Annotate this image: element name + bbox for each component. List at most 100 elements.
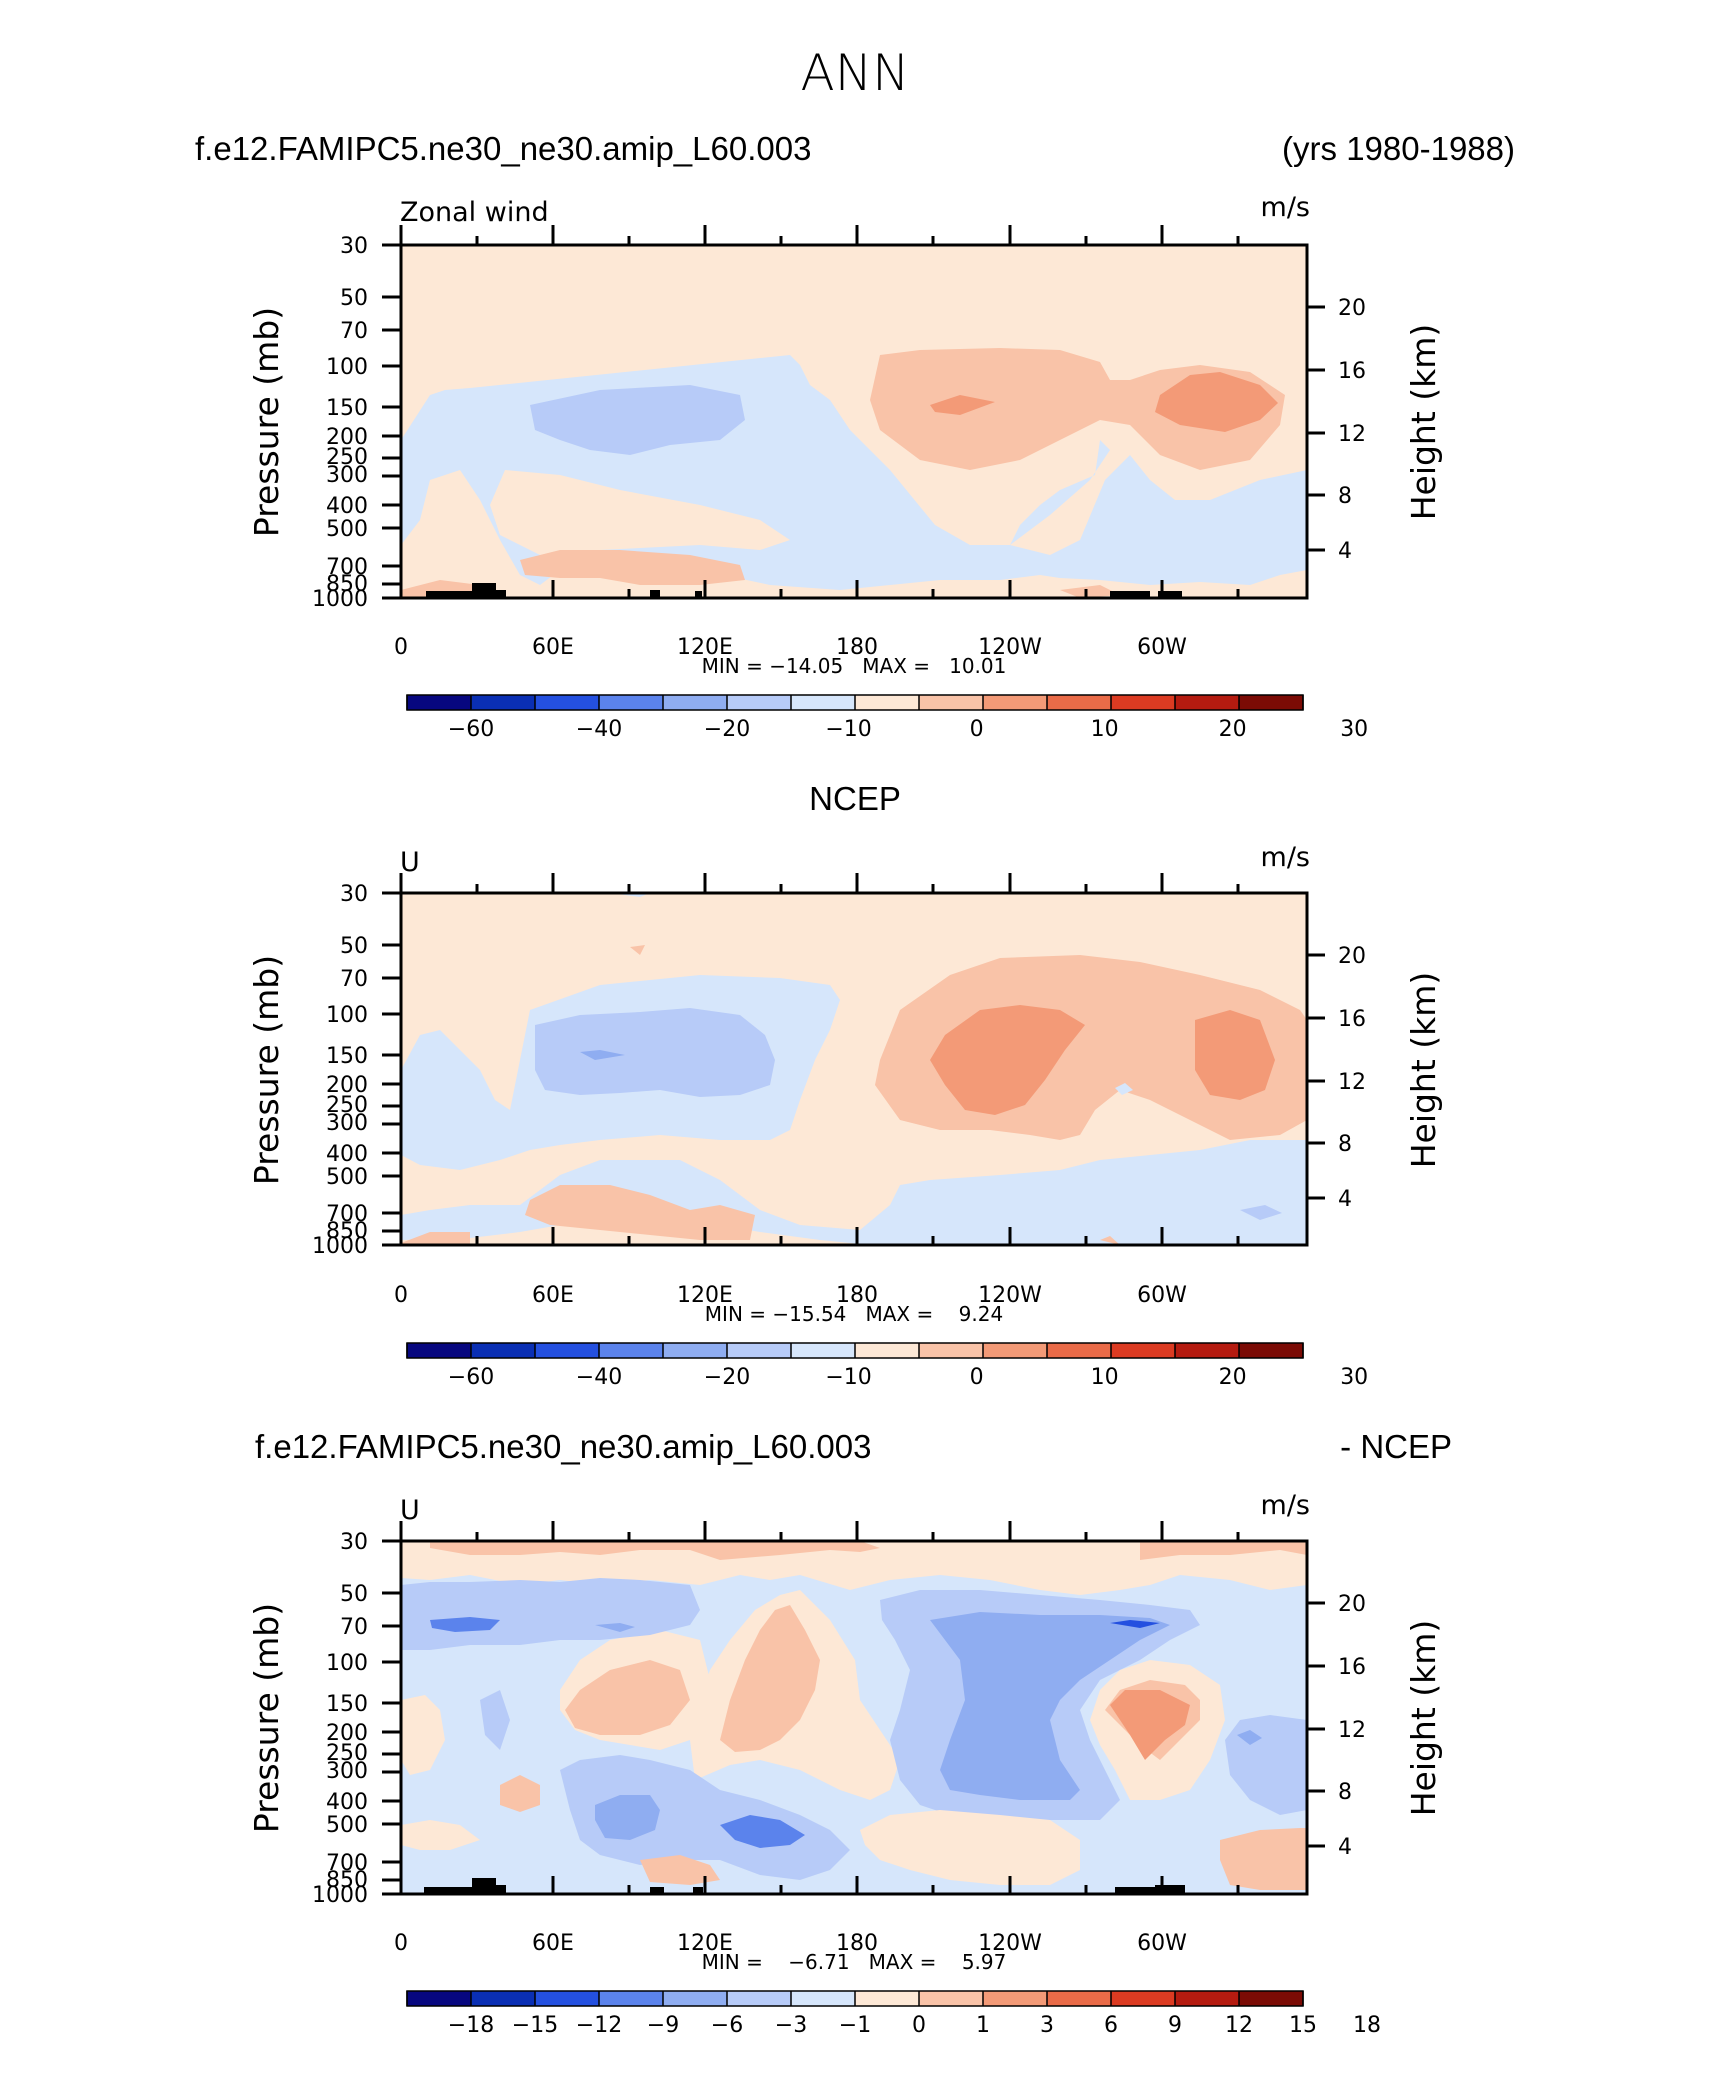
panel-1-years: (yrs 1980-1988)	[1282, 130, 1515, 167]
panel-1-units: m/s	[1261, 192, 1310, 223]
colorbar-swatch	[791, 1991, 856, 2006]
panel-2-colorbar: −60 −40 −20 −10 0 10 20 30	[406, 1342, 1368, 1390]
colorbar-swatch	[407, 695, 472, 710]
panel-2-pressure-labels: 30 50 70 100 150 200 250 300 400 500 700…	[312, 882, 368, 1259]
colorbar-swatch	[471, 1991, 536, 2006]
panel-2-x-ticks	[399, 873, 1240, 1245]
panel-2-east-blob	[1240, 1205, 1282, 1220]
panel-1-x-ticks	[399, 225, 1240, 598]
panel-3-y-ticks	[382, 1539, 1325, 1896]
panel-3-x-ticks	[399, 1521, 1240, 1894]
p1-p-70: 70	[340, 319, 368, 344]
panel-1-stats: MIN = −14.05 MAX = 10.01	[702, 654, 1007, 678]
p3-h-12: 12	[1338, 1718, 1366, 1743]
p1-lon-60e: 60E	[532, 635, 574, 660]
p2-p-50: 50	[340, 934, 368, 959]
p3-p-700: 700	[326, 1851, 368, 1876]
colorbar-frame	[406, 1990, 1304, 2007]
p3-lon-120e: 120E	[677, 1931, 733, 1956]
colorbar-swatch	[791, 695, 856, 710]
colorbar-label: −60	[448, 1365, 494, 1390]
colorbar-swatch	[1111, 695, 1176, 710]
p1-lon-180: 180	[836, 635, 878, 660]
p3-p-50: 50	[340, 1582, 368, 1607]
panel-1-lon-labels: 0 60E 120E 180 120W 60W	[394, 635, 1187, 660]
p2-p-850: 850	[326, 1219, 368, 1244]
colorbar-label: 6	[1104, 2013, 1118, 2038]
colorbar-swatch	[919, 695, 984, 710]
p3-lon-0: 0	[394, 1931, 408, 1956]
p1-p-300: 300	[326, 463, 368, 488]
p1-lon-120w: 120W	[978, 635, 1042, 660]
colorbar-swatch	[407, 1343, 472, 1358]
colorbar-swatch	[727, 695, 792, 710]
colorbar-frame	[406, 1342, 1304, 1359]
panel-1-axes	[399, 243, 1309, 600]
p3-p-70: 70	[340, 1615, 368, 1640]
p3-h-20: 20	[1338, 1592, 1366, 1617]
colorbar-swatch	[983, 695, 1048, 710]
panel-3-left-west-blob-2	[401, 1695, 445, 1775]
colorbar-swatch	[727, 1991, 792, 2006]
figure-title: ANN	[800, 44, 909, 102]
colorbar-swatch	[791, 1343, 856, 1358]
panel-2-case-title: NCEP	[809, 780, 901, 817]
panel-2-surface-right	[1100, 1236, 1120, 1245]
panel-2-westerly-core-1	[930, 1005, 1085, 1115]
panel-3-ylabel-right: Height (km)	[1404, 1620, 1443, 1817]
panel-3-bottom-east-west	[1220, 1828, 1307, 1890]
panel-3-contour-field	[401, 1541, 1307, 1894]
p3-p-200: 200	[326, 1721, 368, 1746]
p1-p-100: 100	[326, 355, 368, 380]
colorbar-swatch	[535, 1343, 600, 1358]
p3-p-1000: 1000	[312, 1883, 368, 1908]
panel-3-lon-labels: 0 60E 120E 180 120W 60W	[394, 1931, 1187, 1956]
colorbar-swatch	[1239, 1343, 1304, 1358]
p2-lon-0: 0	[394, 1283, 408, 1308]
panel-1-var-label: Zonal wind	[400, 197, 549, 228]
panel-1: f.e12.FAMIPC5.ne30_ne30.amip_L60.003 (yr…	[195, 130, 1515, 742]
colorbar-label: −3	[775, 2013, 807, 2038]
colorbar-label: −9	[647, 2013, 679, 2038]
colorbar-label: −20	[704, 1365, 750, 1390]
p3-p-300: 300	[326, 1759, 368, 1784]
colorbar-frame	[406, 694, 1304, 711]
p3-h-4: 4	[1338, 1835, 1352, 1860]
colorbar-label: 30	[1340, 717, 1368, 742]
p2-h-20: 20	[1338, 944, 1366, 969]
p3-p-400: 400	[326, 1790, 368, 1815]
panel-2-small-core	[1115, 1083, 1133, 1095]
colorbar-label: −20	[704, 717, 750, 742]
p2-p-200: 200	[326, 1073, 368, 1098]
p3-p-850: 850	[326, 1868, 368, 1893]
panel-1-y-ticks	[382, 243, 1325, 600]
colorbar-swatch	[1175, 695, 1240, 710]
panel-2-ylabel: Pressure (mb)	[247, 955, 286, 1185]
colorbar-swatch	[471, 695, 536, 710]
p1-lon-0: 0	[394, 635, 408, 660]
colorbar-swatch	[599, 1343, 664, 1358]
colorbar-label: −12	[576, 2013, 622, 2038]
p2-p-300: 300	[326, 1111, 368, 1136]
colorbar-swatch	[535, 695, 600, 710]
p2-lon-60w: 60W	[1137, 1283, 1187, 1308]
p1-lon-60w: 60W	[1137, 635, 1187, 660]
panel-3-midleft-easterly-core2	[720, 1815, 805, 1848]
p2-p-700: 700	[326, 1202, 368, 1227]
panel-3-midcenter-west-inner	[720, 1605, 820, 1752]
p2-h-12: 12	[1338, 1070, 1366, 1095]
colorbar-label: 12	[1225, 2013, 1253, 2038]
colorbar-swatch	[1111, 1343, 1176, 1358]
colorbar-label: 0	[970, 717, 984, 742]
panel-3-bottom-left-west	[640, 1855, 720, 1885]
panel-2-westerly-core-2	[1195, 1010, 1275, 1100]
p1-p-700: 700	[326, 555, 368, 580]
colorbar-swatch	[919, 1343, 984, 1358]
p1-p-30: 30	[340, 234, 368, 259]
colorbar-label: −10	[825, 717, 871, 742]
colorbar-label: −15	[512, 2013, 558, 2038]
panel-2-var-label: U	[400, 847, 420, 878]
p3-p-100: 100	[326, 1651, 368, 1676]
p1-p-400: 400	[326, 494, 368, 519]
panel-2-surface-left	[401, 1232, 470, 1245]
